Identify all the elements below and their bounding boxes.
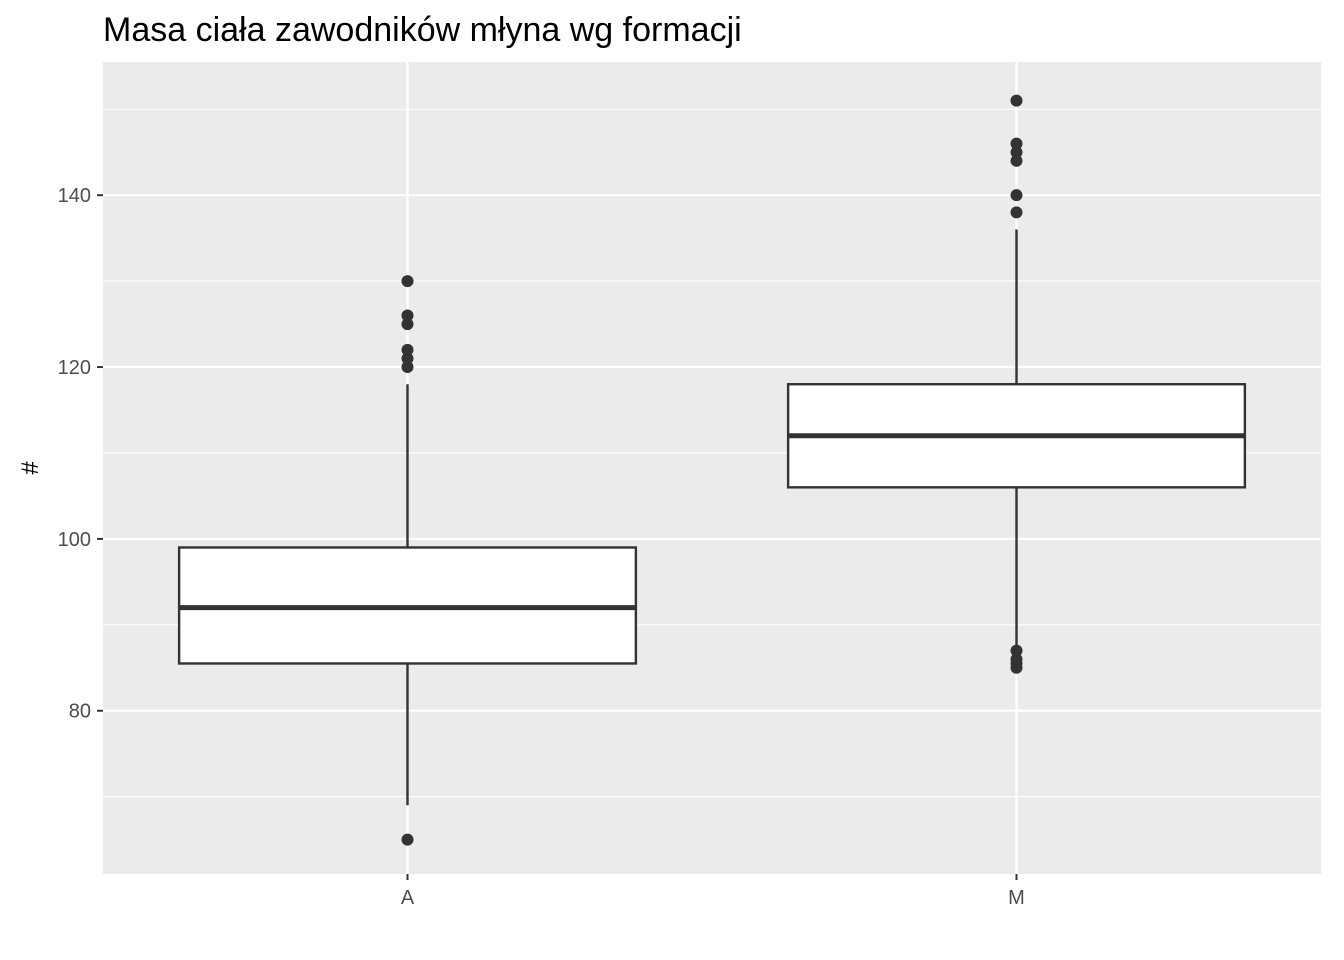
outlier-point	[401, 343, 414, 356]
outlier-point	[401, 309, 414, 322]
x-tick-label: M	[1008, 887, 1025, 909]
y-tick-label: 140	[58, 185, 91, 207]
y-tick-label: 80	[69, 701, 91, 723]
outlier-point	[1010, 137, 1023, 150]
outlier-point	[1010, 644, 1023, 657]
outlier-point	[1010, 189, 1023, 202]
chart-title: Masa ciała zawodników młyna wg formacji	[103, 11, 742, 49]
box-m	[786, 94, 1247, 674]
outlier-point	[401, 318, 414, 331]
outlier-point	[401, 361, 414, 374]
boxes	[177, 94, 1247, 846]
outlier-point	[401, 352, 414, 365]
outlier-point	[1010, 154, 1023, 167]
box-a	[177, 275, 638, 846]
y-axis: 80 100 120 140	[58, 185, 103, 723]
y-tick-label: 120	[58, 357, 91, 379]
outlier-point	[1010, 146, 1023, 159]
outlier-point	[1010, 206, 1023, 219]
y-tick-label: 100	[58, 529, 91, 551]
outlier-point	[1010, 94, 1023, 107]
x-tick-label: A	[401, 887, 415, 909]
y-axis-title: #	[17, 461, 44, 475]
outlier-point	[1010, 653, 1023, 666]
outlier-point	[401, 275, 414, 288]
outlier-point	[401, 833, 414, 846]
